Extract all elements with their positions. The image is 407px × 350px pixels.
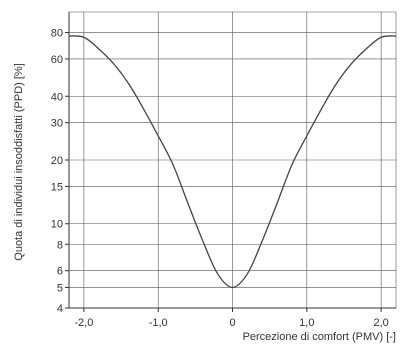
y-tick-label: 40 <box>51 91 63 103</box>
x-axis-label: Percezione di comfort (PMV) [-] <box>243 331 396 343</box>
y-tick-label: 30 <box>51 118 63 130</box>
x-tick-label: 0 <box>229 317 235 329</box>
y-tick-label: 20 <box>51 155 63 167</box>
y-tick-label: 10 <box>51 219 63 231</box>
y-tick-label: 15 <box>51 181 63 193</box>
x-tick-label: -2,0 <box>74 317 93 329</box>
y-tick-label: 5 <box>57 282 63 294</box>
x-tick-label: 2,0 <box>373 317 388 329</box>
y-tick-label: 4 <box>57 303 63 315</box>
y-tick-labels: 4 5 6 8 10 15 20 30 40 60 80 <box>51 28 63 315</box>
y-tick-label: 8 <box>57 239 63 251</box>
series <box>68 35 397 289</box>
series-line-0 <box>68 35 397 289</box>
grid <box>65 11 397 312</box>
x-tick-labels: -2,0 -1,0 0 1,0 2,0 <box>74 317 388 329</box>
y-tick-label: 60 <box>51 54 63 66</box>
y-axis-label: Quota di individui insoddisfatti (PPD) [… <box>13 63 25 260</box>
x-tick-label: 1,0 <box>299 317 314 329</box>
x-tick-label: -1,0 <box>149 317 168 329</box>
y-tick-label: 6 <box>57 266 63 278</box>
y-tick-label: 80 <box>51 28 63 40</box>
